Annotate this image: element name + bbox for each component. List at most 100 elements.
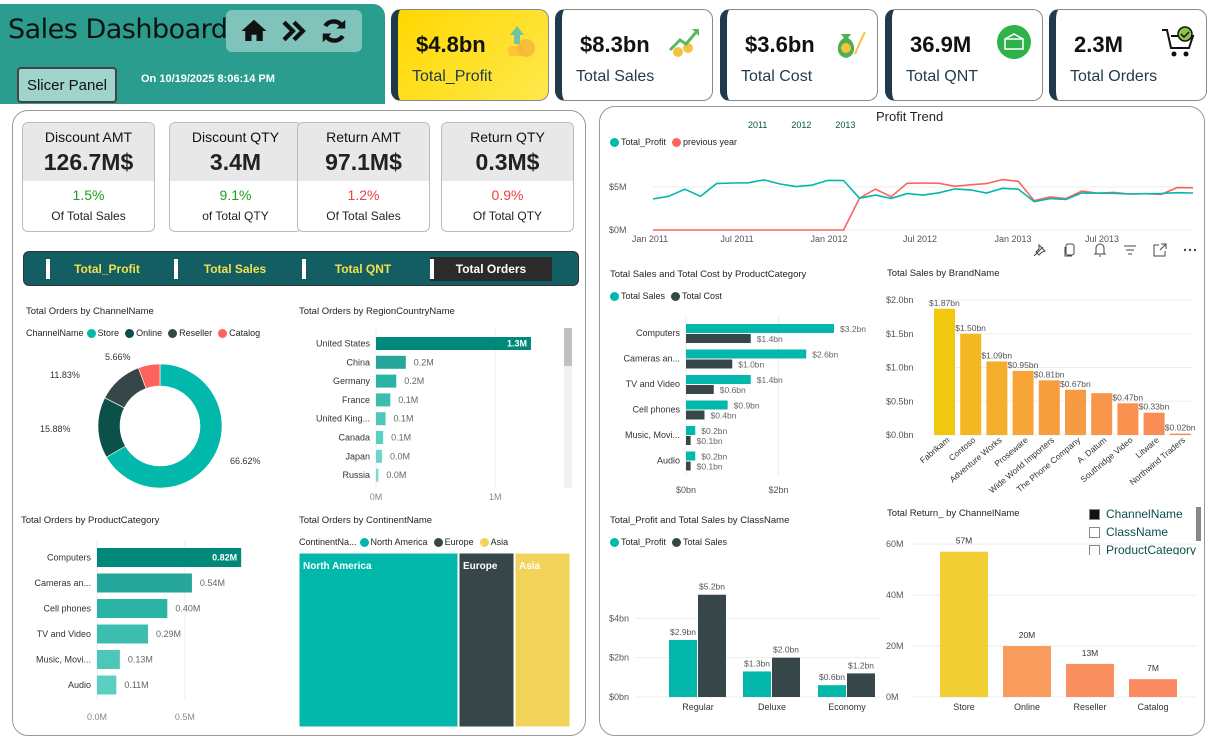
legend-item[interactable]: Total Sales — [610, 291, 665, 301]
tab-total-qnt[interactable]: Total QNT — [302, 257, 424, 281]
home-icon[interactable] — [239, 16, 269, 46]
checkbox-checked-icon[interactable] — [1089, 508, 1100, 520]
line-series-total-profit[interactable] — [652, 179, 1194, 203]
bar-total-cost[interactable] — [686, 461, 691, 471]
refresh-icon[interactable] — [319, 16, 349, 46]
more-options-icon[interactable] — [1182, 242, 1198, 258]
bar[interactable] — [97, 599, 168, 618]
donut-slice-catalog[interactable] — [138, 363, 161, 389]
bar-data-label: 0.1M — [394, 414, 414, 424]
column[interactable] — [1065, 389, 1086, 435]
checkbox-unchecked-icon[interactable] — [1089, 526, 1100, 538]
kpi-total-orders[interactable]: 2.3M Total Orders — [1049, 9, 1207, 101]
column-total-profit[interactable] — [743, 671, 771, 697]
legend-item[interactable]: Store — [86, 328, 119, 338]
legend-item[interactable]: North America — [359, 537, 428, 547]
column[interactable] — [1169, 433, 1191, 435]
field-option[interactable]: ChannelName — [1089, 505, 1201, 523]
bar-total-sales[interactable] — [686, 375, 751, 384]
bar[interactable] — [97, 675, 117, 695]
legend-item[interactable]: Total_Profit — [610, 137, 666, 147]
kpi-total-profit[interactable]: $4.8bn Total_Profit — [391, 9, 549, 101]
kpi-total-cost[interactable]: $3.6bn Total Cost — [720, 9, 878, 101]
bar[interactable] — [97, 650, 120, 669]
bar[interactable] — [97, 548, 242, 567]
bar-total-sales[interactable] — [686, 426, 696, 435]
focus-mode-icon[interactable] — [1152, 242, 1168, 258]
legend-item[interactable]: previous year — [672, 137, 737, 147]
scrollbar-track[interactable] — [564, 328, 572, 488]
legend-item[interactable]: Europe — [433, 537, 474, 547]
bar[interactable] — [376, 449, 382, 463]
bar-total-sales[interactable] — [686, 324, 834, 333]
alert-bell-icon[interactable] — [1092, 242, 1108, 258]
bar[interactable] — [376, 393, 391, 407]
legend-item[interactable]: Total Sales — [672, 537, 727, 547]
bar-total-cost[interactable] — [686, 436, 691, 445]
bar-total-cost[interactable] — [686, 410, 705, 420]
bar[interactable] — [376, 468, 379, 482]
bar[interactable] — [376, 412, 386, 426]
column-reseller[interactable] — [1066, 663, 1114, 697]
tab-total-orders[interactable]: Total Orders — [430, 257, 552, 281]
checkbox-unchecked-icon[interactable] — [1089, 544, 1100, 555]
year-slicer-option[interactable]: 2013 — [835, 120, 856, 130]
bar[interactable] — [376, 355, 406, 369]
bar[interactable] — [376, 337, 531, 350]
column[interactable] — [1091, 393, 1113, 435]
column[interactable] — [986, 361, 1008, 435]
bar-total-cost[interactable] — [686, 334, 751, 343]
column[interactable] — [1012, 370, 1034, 435]
column-total-sales[interactable] — [847, 673, 875, 697]
bar-total-cost[interactable] — [686, 359, 733, 369]
tab-total-sales[interactable]: Total Sales — [174, 257, 296, 281]
bar-total-sales[interactable] — [686, 400, 728, 410]
column-online[interactable] — [1003, 646, 1051, 697]
field-option[interactable]: ClassName — [1089, 523, 1201, 541]
bar-total-sales[interactable] — [686, 349, 807, 359]
legend-item[interactable]: Total_Profit — [610, 537, 666, 547]
column[interactable] — [934, 308, 955, 435]
legend-item[interactable]: Catalog — [218, 328, 260, 338]
column[interactable] — [960, 333, 982, 435]
bar-total-cost[interactable] — [686, 385, 714, 394]
treemap-tile-europe[interactable] — [458, 553, 515, 728]
legend-item[interactable]: Total Cost — [671, 291, 722, 301]
kpi-total-sales[interactable]: $8.3bn Total Sales — [555, 9, 713, 101]
treemap-tile-north-america[interactable] — [299, 553, 459, 728]
slicer-panel-button[interactable]: Slicer Panel — [17, 67, 117, 103]
donut-slice-online[interactable] — [97, 397, 126, 458]
bar[interactable] — [376, 374, 397, 388]
column-store[interactable] — [940, 551, 988, 697]
column-total-profit[interactable] — [818, 685, 846, 697]
kpi-label: Total Sales — [576, 68, 655, 85]
column-total-sales[interactable] — [772, 657, 800, 697]
column-total-profit[interactable] — [669, 639, 697, 697]
treemap-tile-asia[interactable] — [514, 553, 571, 728]
tab-total-profit[interactable]: Total_Profit — [46, 257, 168, 281]
pin-icon[interactable] — [1032, 242, 1048, 258]
legend-item[interactable]: Reseller — [168, 328, 212, 338]
bar-total-sales[interactable] — [686, 451, 696, 461]
donut-slice-store[interactable] — [105, 363, 223, 489]
scrollbar-thumb[interactable] — [1196, 507, 1201, 541]
legend-item[interactable]: Online — [125, 328, 162, 338]
field-option[interactable]: ProductCategory — [1089, 541, 1201, 555]
bar[interactable] — [97, 624, 148, 644]
visual-header-toolbar — [1032, 242, 1198, 258]
bar[interactable] — [376, 431, 384, 444]
copy-icon[interactable] — [1062, 242, 1078, 258]
column-catalog[interactable] — [1129, 679, 1177, 697]
scrollbar-thumb[interactable] — [564, 328, 572, 366]
column[interactable] — [1143, 412, 1165, 435]
bar[interactable] — [97, 573, 192, 593]
column[interactable] — [1038, 380, 1060, 435]
kpi-total-qnt[interactable]: 36.9M Total QNT — [885, 9, 1043, 101]
column-total-sales[interactable] — [698, 594, 726, 697]
filter-icon[interactable] — [1122, 242, 1138, 258]
year-slicer-option[interactable]: 2012 — [791, 120, 812, 130]
double-chevron-right-icon[interactable] — [279, 16, 309, 46]
legend-item[interactable]: Asia — [479, 537, 508, 547]
year-slicer-option[interactable]: 2011 — [748, 120, 768, 130]
column[interactable] — [1117, 403, 1139, 435]
